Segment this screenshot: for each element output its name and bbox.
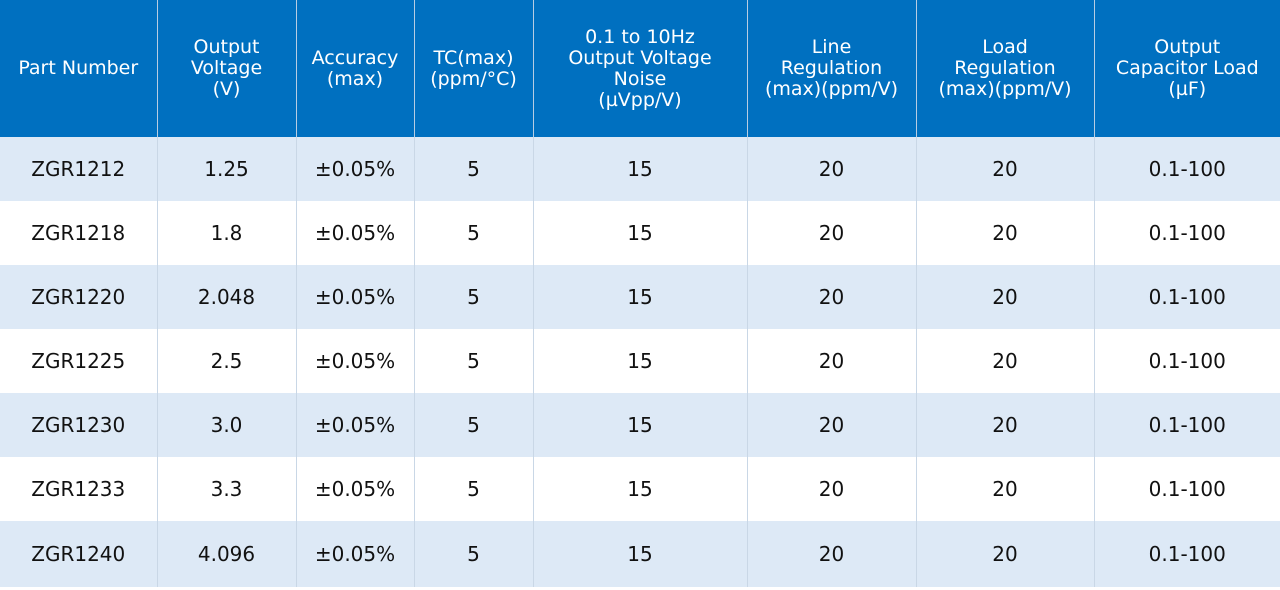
table-header-row: Part Number Output Voltage (V) Accuracy …	[0, 0, 1280, 137]
cell-line-regulation: 20	[747, 521, 917, 587]
header-accuracy: Accuracy (max)	[296, 0, 415, 137]
cell-output-voltage-noise: 15	[533, 457, 748, 521]
cell-accuracy: ±0.05%	[296, 137, 415, 201]
cell-line-regulation: 20	[747, 265, 917, 329]
cell-output-voltage-noise: 15	[533, 393, 748, 457]
table-row: ZGR1240 4.096 ±0.05% 5 15 20 20 0.1-100	[0, 521, 1280, 587]
cell-line-regulation: 20	[747, 393, 917, 457]
cell-temperature-coefficient: 5	[414, 457, 534, 521]
table-row: ZGR1233 3.3 ±0.05% 5 15 20 20 0.1-100	[0, 457, 1280, 521]
header-temperature-coefficient: TC(max) (ppm/°C)	[414, 0, 534, 137]
cell-output-capacitor-load: 0.1-100	[1094, 521, 1280, 587]
cell-output-capacitor-load: 0.1-100	[1094, 329, 1280, 393]
cell-load-regulation: 20	[916, 329, 1095, 393]
cell-temperature-coefficient: 5	[414, 393, 534, 457]
cell-load-regulation: 20	[916, 137, 1095, 201]
cell-temperature-coefficient: 5	[414, 521, 534, 587]
cell-line-regulation: 20	[747, 329, 917, 393]
cell-output-voltage-noise: 15	[533, 521, 748, 587]
cell-part-number: ZGR1225	[0, 329, 158, 393]
cell-output-voltage: 3.3	[157, 457, 297, 521]
cell-output-voltage: 3.0	[157, 393, 297, 457]
cell-accuracy: ±0.05%	[296, 329, 415, 393]
cell-part-number: ZGR1230	[0, 393, 158, 457]
cell-temperature-coefficient: 5	[414, 265, 534, 329]
cell-output-voltage-noise: 15	[533, 201, 748, 265]
cell-accuracy: ±0.05%	[296, 201, 415, 265]
cell-output-capacitor-load: 0.1-100	[1094, 201, 1280, 265]
cell-output-voltage: 2.5	[157, 329, 297, 393]
cell-output-capacitor-load: 0.1-100	[1094, 137, 1280, 201]
cell-temperature-coefficient: 5	[414, 137, 534, 201]
cell-output-voltage: 4.096	[157, 521, 297, 587]
header-output-voltage: Output Voltage (V)	[157, 0, 297, 137]
cell-part-number: ZGR1240	[0, 521, 158, 587]
cell-temperature-coefficient: 5	[414, 201, 534, 265]
header-load-regulation: Load Regulation (max)(ppm/V)	[916, 0, 1095, 137]
header-output-voltage-noise: 0.1 to 10Hz Output Voltage Noise (µVpp/V…	[533, 0, 748, 137]
cell-output-voltage: 2.048	[157, 265, 297, 329]
cell-accuracy: ±0.05%	[296, 457, 415, 521]
cell-load-regulation: 20	[916, 201, 1095, 265]
cell-output-voltage: 1.25	[157, 137, 297, 201]
header-output-capacitor-load: Output Capacitor Load (µF)	[1094, 0, 1280, 137]
header-line-regulation: Line Regulation (max)(ppm/V)	[747, 0, 917, 137]
table-row: ZGR1225 2.5 ±0.05% 5 15 20 20 0.1-100	[0, 329, 1280, 393]
cell-output-voltage-noise: 15	[533, 329, 748, 393]
cell-line-regulation: 20	[747, 137, 917, 201]
table-row: ZGR1230 3.0 ±0.05% 5 15 20 20 0.1-100	[0, 393, 1280, 457]
cell-part-number: ZGR1218	[0, 201, 158, 265]
table-row: ZGR1218 1.8 ±0.05% 5 15 20 20 0.1-100	[0, 201, 1280, 265]
cell-output-capacitor-load: 0.1-100	[1094, 265, 1280, 329]
cell-load-regulation: 20	[916, 393, 1095, 457]
cell-part-number: ZGR1220	[0, 265, 158, 329]
cell-load-regulation: 20	[916, 521, 1095, 587]
cell-output-capacitor-load: 0.1-100	[1094, 393, 1280, 457]
header-part-number: Part Number	[0, 0, 158, 137]
cell-output-voltage: 1.8	[157, 201, 297, 265]
cell-output-voltage-noise: 15	[533, 137, 748, 201]
cell-line-regulation: 20	[747, 457, 917, 521]
cell-load-regulation: 20	[916, 265, 1095, 329]
cell-accuracy: ±0.05%	[296, 521, 415, 587]
cell-temperature-coefficient: 5	[414, 329, 534, 393]
table-row: ZGR1220 2.048 ±0.05% 5 15 20 20 0.1-100	[0, 265, 1280, 329]
cell-output-capacitor-load: 0.1-100	[1094, 457, 1280, 521]
cell-accuracy: ±0.05%	[296, 393, 415, 457]
cell-line-regulation: 20	[747, 201, 917, 265]
cell-part-number: ZGR1212	[0, 137, 158, 201]
table-row: ZGR1212 1.25 ±0.05% 5 15 20 20 0.1-100	[0, 137, 1280, 201]
cell-accuracy: ±0.05%	[296, 265, 415, 329]
cell-output-voltage-noise: 15	[533, 265, 748, 329]
cell-load-regulation: 20	[916, 457, 1095, 521]
cell-part-number: ZGR1233	[0, 457, 158, 521]
